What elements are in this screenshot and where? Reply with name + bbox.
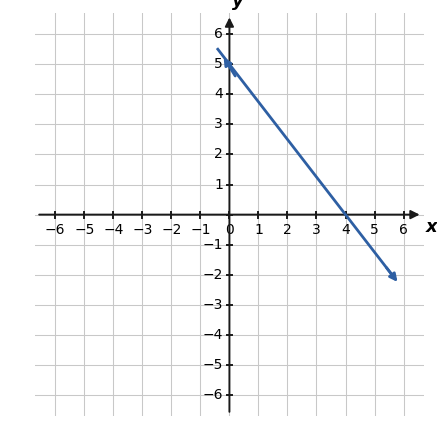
Text: −2: −2 xyxy=(203,268,223,282)
Text: 1: 1 xyxy=(254,223,263,237)
Text: −6: −6 xyxy=(45,223,66,237)
Text: 3: 3 xyxy=(312,223,321,237)
Text: 2: 2 xyxy=(214,148,223,162)
Text: −4: −4 xyxy=(203,328,223,342)
Text: 1: 1 xyxy=(214,177,223,191)
Text: 4: 4 xyxy=(341,223,350,237)
Text: 6: 6 xyxy=(214,27,223,41)
Text: −6: −6 xyxy=(202,388,223,402)
Text: x: x xyxy=(425,218,437,236)
Text: −4: −4 xyxy=(103,223,124,237)
Text: −3: −3 xyxy=(132,223,153,237)
Text: 4: 4 xyxy=(214,87,223,101)
Text: −2: −2 xyxy=(161,223,181,237)
Text: −1: −1 xyxy=(202,238,223,252)
Text: 5: 5 xyxy=(214,57,223,71)
Text: 5: 5 xyxy=(370,223,379,237)
Text: −3: −3 xyxy=(203,298,223,312)
Text: −5: −5 xyxy=(203,358,223,372)
Text: 0: 0 xyxy=(225,223,234,237)
Text: 6: 6 xyxy=(399,223,408,237)
Text: 3: 3 xyxy=(214,117,223,131)
Text: y: y xyxy=(232,0,244,10)
Text: 2: 2 xyxy=(283,223,292,237)
Text: −1: −1 xyxy=(190,223,211,237)
Text: −5: −5 xyxy=(74,223,94,237)
